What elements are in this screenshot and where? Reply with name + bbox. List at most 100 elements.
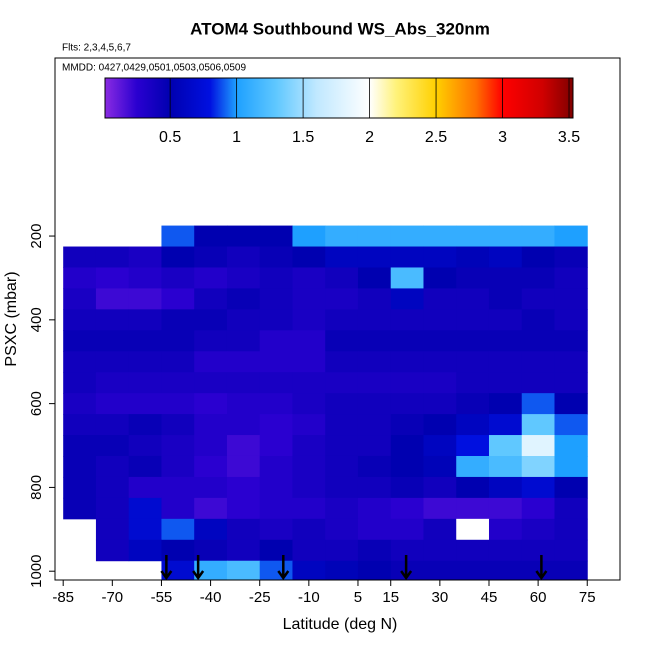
heat-cell — [292, 225, 326, 248]
heat-cell — [488, 267, 523, 289]
heat-cell — [357, 435, 392, 457]
heat-cell — [554, 246, 588, 268]
heat-cell — [161, 309, 195, 331]
heat-cell — [325, 372, 359, 394]
heat-cell — [357, 372, 392, 394]
heat-cell — [161, 455, 195, 478]
heat-cell — [456, 393, 490, 415]
heat-cell — [128, 518, 162, 541]
heat-cell — [521, 288, 555, 310]
heat-cell — [95, 455, 130, 478]
heat-cell — [63, 330, 97, 352]
heat-cell — [128, 330, 162, 352]
heat-cell — [521, 309, 555, 331]
heat-cell — [554, 288, 588, 310]
heat-cell — [325, 351, 359, 373]
heat-cell — [95, 267, 130, 289]
heat-cell — [128, 309, 162, 331]
heat-cell — [456, 246, 490, 268]
heat-cell — [226, 539, 261, 562]
heat-cell — [128, 455, 162, 478]
heat-cell — [357, 414, 392, 436]
heat-cell — [357, 393, 392, 415]
heat-cell — [423, 351, 457, 373]
heat-cell — [259, 267, 293, 289]
x-axis-label: Latitude (deg N) — [283, 616, 398, 633]
heat-cell — [292, 539, 326, 562]
heat-cell — [292, 393, 326, 415]
heat-cell — [488, 435, 523, 457]
heat-cell — [259, 309, 293, 331]
heat-cell — [95, 351, 130, 373]
heat-cell — [423, 309, 457, 331]
colorbar-tick-label: 3.5 — [558, 129, 580, 146]
heat-cell — [357, 455, 392, 478]
heat-cell — [194, 330, 228, 352]
heat-cell — [521, 351, 555, 373]
heat-cell — [194, 351, 228, 373]
heat-cell — [194, 435, 228, 457]
heat-cell — [226, 393, 261, 415]
heat-cell — [423, 288, 457, 310]
heat-cell — [95, 309, 130, 331]
heat-cell — [63, 372, 97, 394]
heat-cell — [357, 476, 392, 499]
heat-cell — [554, 393, 588, 415]
heat-cell — [292, 497, 326, 520]
heat-cell — [456, 330, 490, 352]
heat-cell — [95, 435, 130, 457]
heat-cell — [63, 246, 97, 268]
flight-arrow — [277, 555, 290, 581]
x-tick-label: -10 — [298, 589, 320, 606]
heat-cell — [95, 497, 130, 520]
heat-cell — [423, 539, 457, 562]
heat-cell — [488, 455, 523, 478]
heat-cell — [259, 539, 293, 562]
heat-cell — [488, 476, 523, 499]
heat-cell — [161, 246, 195, 268]
heatmap — [63, 225, 588, 580]
x-tick-label: 60 — [530, 589, 547, 606]
heat-cell — [423, 330, 457, 352]
heat-cell — [63, 497, 97, 520]
heat-cell — [95, 539, 130, 562]
heat-cell — [325, 309, 359, 331]
heat-cell — [95, 518, 130, 541]
heat-cell — [456, 225, 490, 248]
heat-cell — [423, 497, 457, 520]
heat-cell — [259, 351, 293, 373]
heat-cell — [357, 225, 392, 248]
heat-cell — [325, 497, 359, 520]
heat-cell — [161, 393, 195, 415]
heat-cell — [554, 351, 588, 373]
heat-cell — [488, 246, 523, 268]
heat-cell — [390, 225, 424, 248]
y-tick-label: 200 — [28, 224, 45, 249]
heat-cell — [521, 267, 555, 289]
heat-cell — [554, 414, 588, 436]
heat-cell — [95, 288, 130, 310]
heat-cell — [259, 372, 293, 394]
plot-frame — [54, 57, 621, 581]
y-tick-label: 800 — [28, 475, 45, 500]
heat-cell — [554, 267, 588, 289]
x-tick-label: 15 — [382, 589, 399, 606]
heat-cell — [521, 330, 555, 352]
heat-cell — [456, 497, 490, 520]
heat-cell — [554, 372, 588, 394]
heat-cell — [161, 497, 195, 520]
heat-cell — [357, 288, 392, 310]
heat-cell — [390, 539, 424, 562]
flight-arrow — [535, 555, 548, 581]
colorbar — [104, 77, 574, 119]
heat-cell — [259, 455, 293, 478]
heat-cell — [259, 330, 293, 352]
heat-cell — [357, 246, 392, 268]
chart-title: ATOM4 Southbound WS_Abs_320nm — [190, 19, 490, 38]
heat-cell — [226, 288, 261, 310]
heat-cell — [554, 225, 588, 248]
heat-cell — [423, 225, 457, 248]
heat-cell — [292, 267, 326, 289]
heat-cell — [259, 246, 293, 268]
x-tick-label: 30 — [432, 589, 449, 606]
